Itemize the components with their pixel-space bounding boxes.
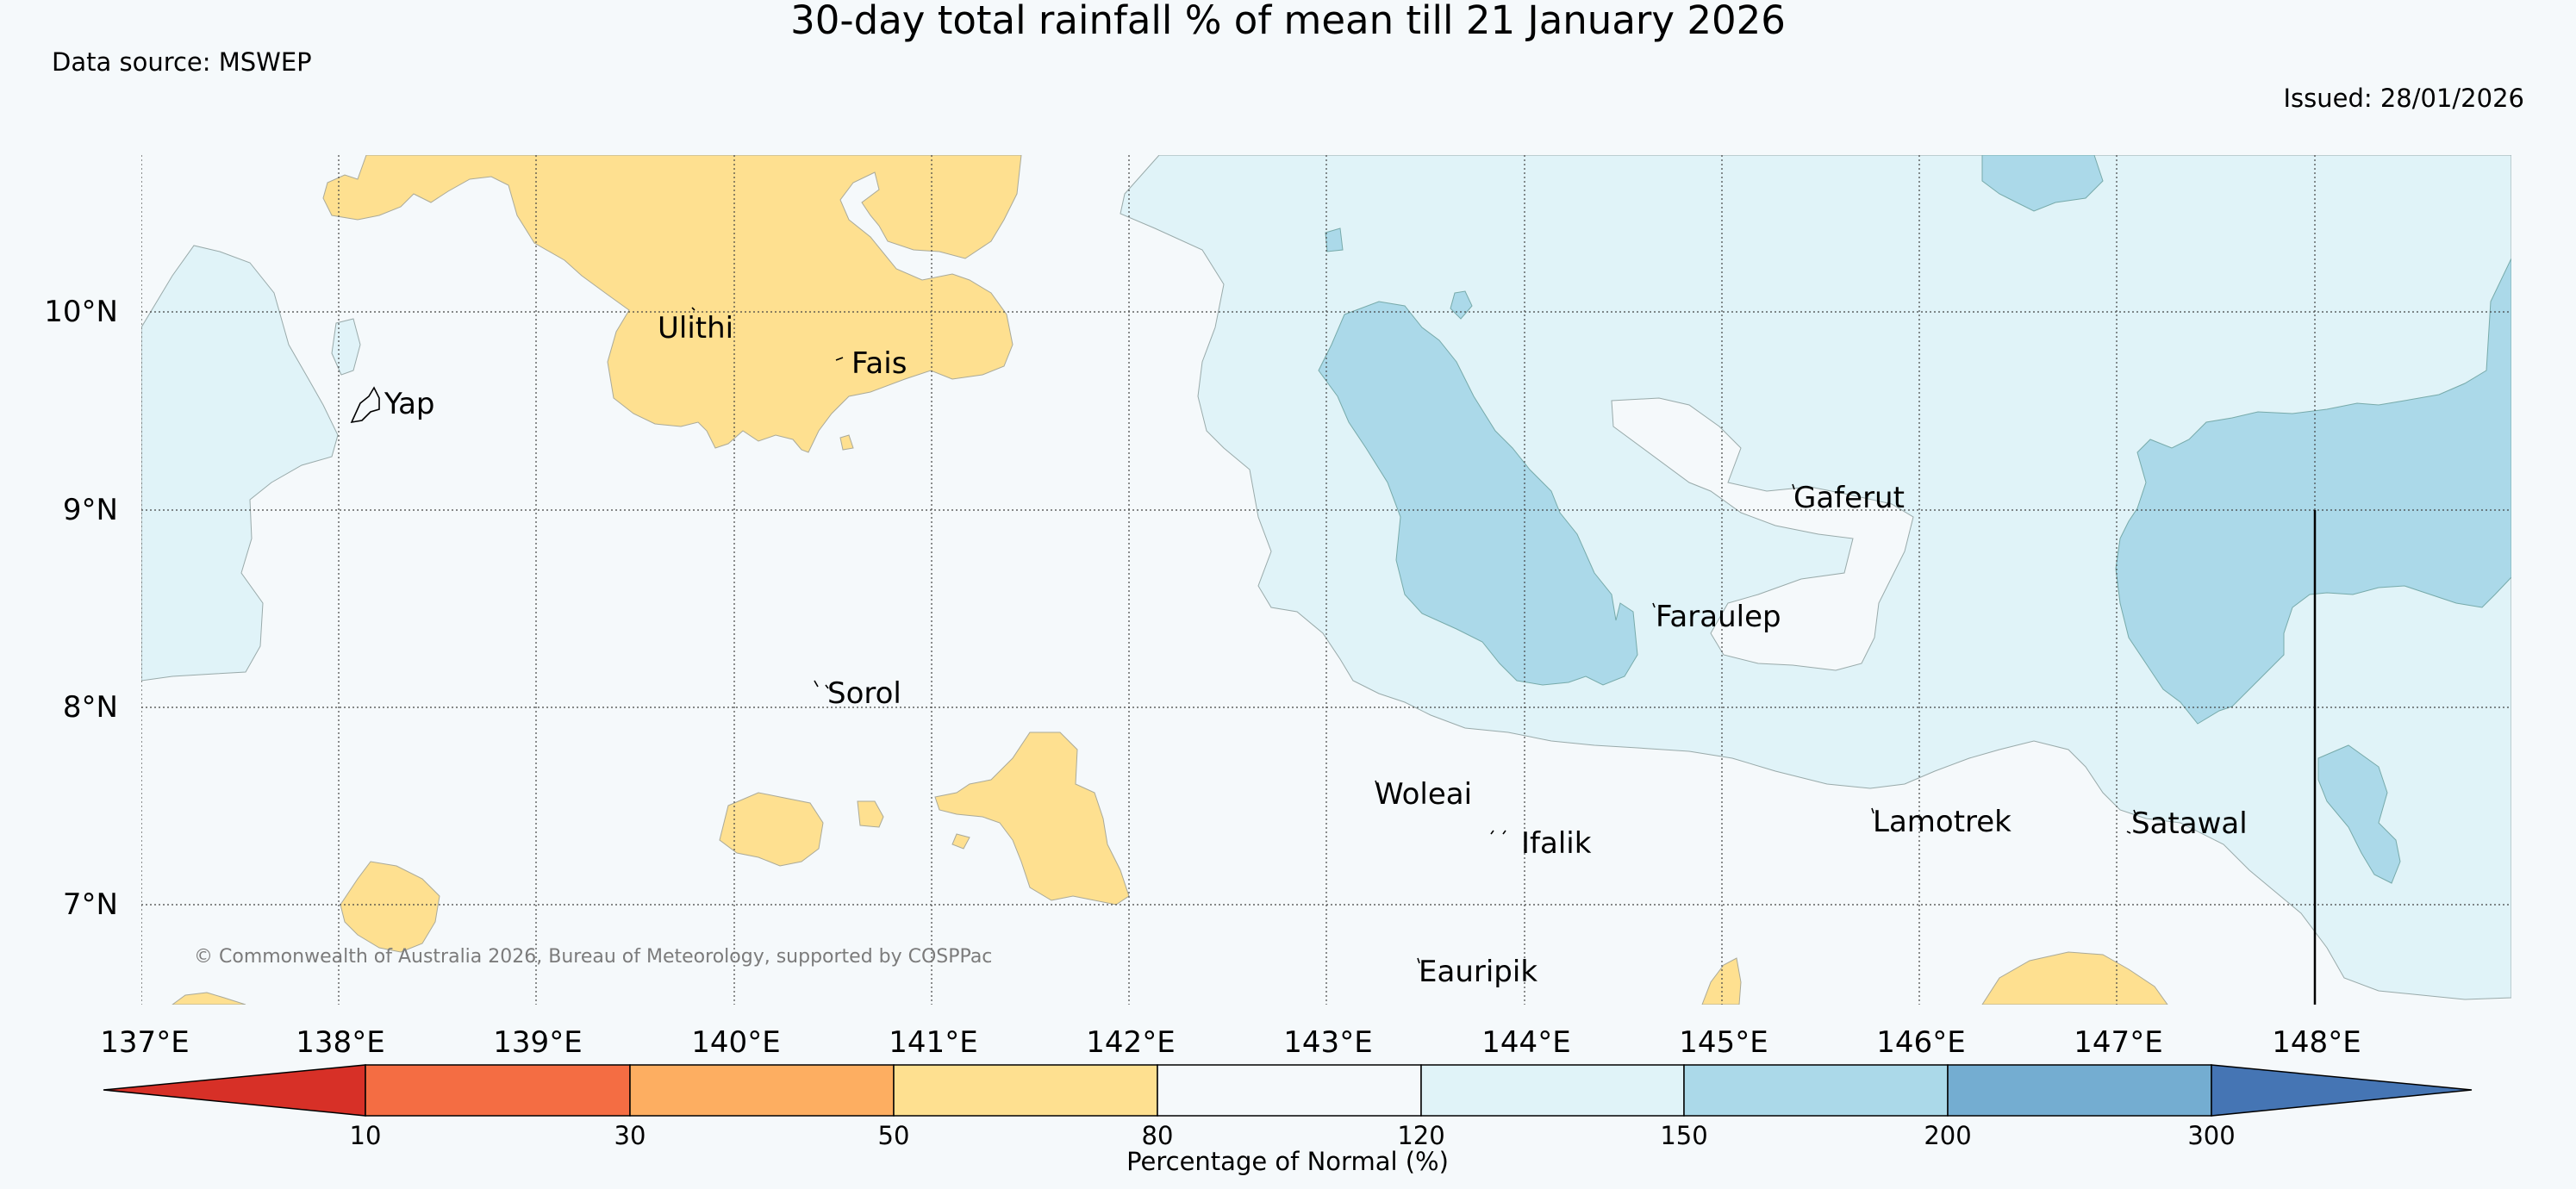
lat-label: 10°N	[44, 295, 118, 329]
copyright-text: © Commonwealth of Australia 2026, Bureau…	[194, 946, 992, 968]
colorbar-segment	[1947, 1064, 2212, 1117]
lon-label: 145°E	[1679, 1025, 1768, 1060]
colorbar-tick: 200	[1924, 1121, 1971, 1150]
place-label-lamotrek: Lamotrek	[1873, 805, 2012, 839]
place-label-satawal: Satawal	[2131, 806, 2248, 841]
region-50-80-south-mid	[1701, 957, 1742, 1005]
lon-label: 147°E	[2074, 1025, 2162, 1060]
lat-axis: 10°N 9°N 8°N 7°N	[44, 295, 118, 922]
region-150-200-northeast	[1981, 155, 2104, 212]
lat-label: 7°N	[63, 887, 118, 922]
colorbar: 10 30 50 80 120 150 200 300 Percentage o…	[103, 1064, 2473, 1176]
region-150-200-east	[2115, 258, 2511, 725]
colorbar-tick: 150	[1660, 1121, 1707, 1150]
place-label-yap: Yap	[384, 387, 435, 421]
lon-label: 139°E	[493, 1025, 582, 1060]
colorbar-segment	[365, 1064, 631, 1117]
lon-label: 138°E	[296, 1025, 384, 1060]
region-150-200-south	[2317, 744, 2401, 884]
colorbar-tick: 50	[878, 1121, 910, 1150]
place-label-gaferut: Gaferut	[1793, 481, 1905, 515]
place-label-ulithi: Ulithi	[658, 311, 733, 345]
region-80-120-hole	[1611, 397, 1914, 671]
lon-label: 142°E	[1086, 1025, 1175, 1060]
lon-label: 146°E	[1876, 1025, 1965, 1060]
colorbar-tick: 30	[614, 1121, 646, 1150]
region-50-80-south1	[719, 792, 824, 867]
lat-label: 8°N	[63, 690, 118, 725]
region-150-200-dot1	[1325, 227, 1344, 252]
place-label-fais: Fais	[851, 346, 907, 381]
place-label-faraulep: Faraulep	[1656, 600, 1781, 634]
region-50-80-south3	[951, 833, 970, 850]
lon-label: 140°E	[691, 1025, 780, 1060]
region-50-80-south2	[857, 800, 884, 828]
island-outlines	[350, 307, 2136, 964]
region-150-200-central	[1318, 301, 1638, 686]
lon-label: 141°E	[889, 1025, 977, 1060]
region-50-80-south4	[934, 731, 1130, 906]
colorbar-extend-low	[103, 1064, 366, 1117]
colorbar-tick: 80	[1142, 1121, 1174, 1150]
colorbar-segment	[629, 1064, 895, 1117]
colorbar-segment	[1157, 1064, 1422, 1117]
lon-axis: 137°E 138°E 139°E 140°E 141°E 142°E 143°…	[100, 1025, 2361, 1060]
colorbar-extend-high	[2211, 1064, 2473, 1117]
colorbar-tick: 10	[350, 1121, 382, 1150]
region-120-150-west	[141, 245, 339, 682]
lon-label: 144°E	[1481, 1025, 1570, 1060]
lon-label: 143°E	[1283, 1025, 1372, 1060]
lat-label: 9°N	[63, 493, 118, 527]
colorbar-segment	[893, 1064, 1158, 1117]
page-title: 30-day total rainfall % of mean till 21 …	[790, 0, 1786, 43]
colorbar-title: Percentage of Normal (%)	[1126, 1147, 1449, 1176]
region-50-80-south-east	[1981, 951, 2168, 1005]
colorbar-tick: 120	[1397, 1121, 1444, 1150]
region-50-80-fais-dot	[839, 434, 854, 451]
colorbar-segment	[1683, 1064, 1949, 1117]
map-panel: © Commonwealth of Australia 2026, Bureau…	[141, 155, 2511, 1005]
place-label-ifalik: Ifalik	[1521, 826, 1592, 861]
place-labels: Yap Ulithi Fais Sorol Gaferut Faraulep W…	[384, 311, 2248, 989]
place-label-woleai: Woleai	[1375, 777, 1472, 812]
region-50-80-ulithi	[322, 155, 1022, 453]
place-label-eauripik: Eauripik	[1419, 955, 1537, 989]
region-50-80-corner	[172, 992, 246, 1005]
colorbar-segment	[1420, 1064, 1685, 1117]
colorbar-tick: 300	[2187, 1121, 2235, 1150]
place-label-sorol: Sorol	[827, 676, 901, 711]
lon-label: 148°E	[2272, 1025, 2361, 1060]
data-source: Data source: MSWEP	[52, 47, 312, 77]
lon-label: 137°E	[100, 1025, 189, 1060]
region-50-80-southwest	[340, 861, 440, 953]
issued-date: Issued: 28/01/2026	[2283, 84, 2524, 113]
